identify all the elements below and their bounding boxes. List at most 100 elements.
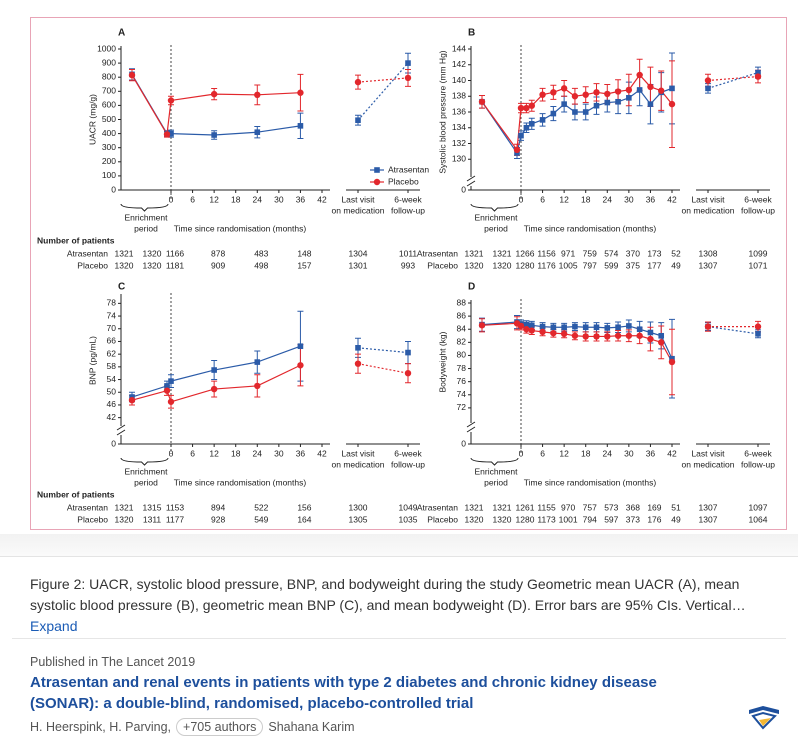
more-authors[interactable]: +705 authors: [176, 718, 264, 736]
patient-count: 1321: [493, 248, 512, 258]
marker: [755, 331, 761, 337]
patient-count: 794: [583, 514, 597, 524]
patient-count: 909: [211, 260, 225, 270]
row-name: Placebo: [77, 260, 108, 270]
patient-count: 375: [626, 260, 640, 270]
y-tick-label: 82: [457, 337, 467, 347]
marker: [517, 322, 525, 330]
y-axis-label: BNP (pg/mL): [87, 336, 97, 385]
y-tick-label: 84: [457, 323, 467, 333]
x-tick-label: 36: [296, 448, 306, 458]
marker: [658, 332, 665, 339]
panel-title: D: [468, 282, 475, 293]
x-tick-label: 24: [253, 194, 263, 204]
patient-count: 1320: [143, 260, 162, 270]
last-visit-label: on medication: [332, 459, 385, 469]
marker: [550, 89, 557, 96]
marker: [354, 360, 362, 367]
enrichment-label: Enrichment: [475, 212, 519, 222]
series-line: [170, 125, 301, 136]
authors: H. Heerspink, H. Parving, +705 authors S…: [30, 718, 355, 736]
paper-title[interactable]: Atrasentan and renal events in patients …: [30, 674, 657, 712]
marker: [164, 383, 170, 389]
y-tick-label: 700: [102, 86, 116, 96]
expand-link[interactable]: Expand: [30, 618, 78, 634]
marker: [561, 101, 567, 107]
marker: [211, 132, 217, 138]
marker: [354, 78, 362, 86]
marker: [254, 382, 261, 390]
marker: [626, 323, 632, 329]
patient-count: 1320: [143, 248, 162, 258]
x-tick-label: 24: [253, 448, 263, 458]
x-tick-label: 12: [559, 448, 569, 458]
logo-top: [749, 706, 779, 714]
x-tick-label: 42: [317, 194, 327, 204]
y-tick-label: 0: [461, 184, 466, 194]
follow-up-line: [357, 62, 409, 121]
patient-count: 573: [604, 502, 618, 512]
marker: [636, 326, 643, 333]
y-tick-label: 0: [461, 438, 466, 448]
row-name: Atrasentan: [67, 502, 108, 512]
marker: [163, 131, 171, 138]
marker: [754, 73, 762, 80]
marker: [163, 387, 171, 394]
marker: [593, 333, 600, 340]
patient-count: 970: [561, 502, 575, 512]
follow-up-label: follow-up: [741, 205, 775, 215]
marker: [297, 123, 304, 129]
y-tick-label: 78: [457, 363, 467, 373]
marker: [405, 349, 411, 356]
follow-up-line: [707, 75, 759, 82]
patient-count: 1153: [166, 502, 185, 512]
marker: [550, 110, 557, 117]
marker: [528, 327, 535, 334]
enrichment-label: Enrichment: [475, 466, 519, 476]
x-tick-label: 30: [274, 448, 284, 458]
marker: [668, 100, 676, 108]
series-line: [170, 364, 301, 403]
y-tick-label: 134: [452, 122, 466, 132]
marker: [647, 335, 654, 343]
y-tick-label: 88: [457, 297, 467, 307]
patient-count: 1155: [537, 502, 556, 512]
x-tick-label: 36: [646, 448, 656, 458]
marker: [626, 95, 632, 101]
patient-count: 1266: [516, 248, 535, 258]
marker: [523, 321, 530, 328]
blurred-strip: [0, 534, 798, 557]
follow-up-label: follow-up: [391, 459, 425, 469]
y-tick-label: 58: [107, 361, 117, 371]
marker: [355, 117, 361, 124]
x-tick-label: 30: [274, 194, 284, 204]
x-tick-label: 42: [317, 448, 327, 458]
marker: [254, 359, 261, 365]
enrichment-brace: [120, 203, 169, 212]
marker: [647, 101, 654, 107]
marker: [528, 322, 535, 329]
patient-count: 597: [604, 514, 618, 524]
patient-count: 549: [254, 514, 268, 524]
marker: [539, 328, 546, 336]
marker: [614, 88, 622, 95]
marker: [593, 324, 600, 331]
y-tick-label: 136: [452, 106, 466, 116]
x-axis-label: Time since randomisation (months): [174, 477, 307, 487]
enrichment-label: period: [134, 477, 158, 487]
row-name: Atrasentan: [417, 248, 458, 258]
marker: [167, 398, 175, 405]
panel: D Bodyweight (kg) 0 72 74 76 78 80 82 84 86 88 0 6 12 1…: [417, 282, 775, 525]
logo-book: [751, 711, 777, 730]
axis-break: [116, 424, 126, 436]
marker: [571, 93, 579, 100]
x-axis-label: Time since randomisation (months): [524, 477, 657, 487]
enrichment-label: period: [484, 477, 508, 487]
patient-count: 1308: [699, 248, 718, 258]
marker: [582, 324, 589, 331]
y-tick-label: 76: [457, 376, 467, 386]
patient-count: 1307: [699, 502, 718, 512]
patient-count: 993: [401, 260, 415, 270]
panel: C BNP (pg/mL) 0 42 46 50 54 58 62 66 70 74 78 0 6 12 18 2…: [37, 282, 425, 525]
marker: [604, 99, 611, 106]
